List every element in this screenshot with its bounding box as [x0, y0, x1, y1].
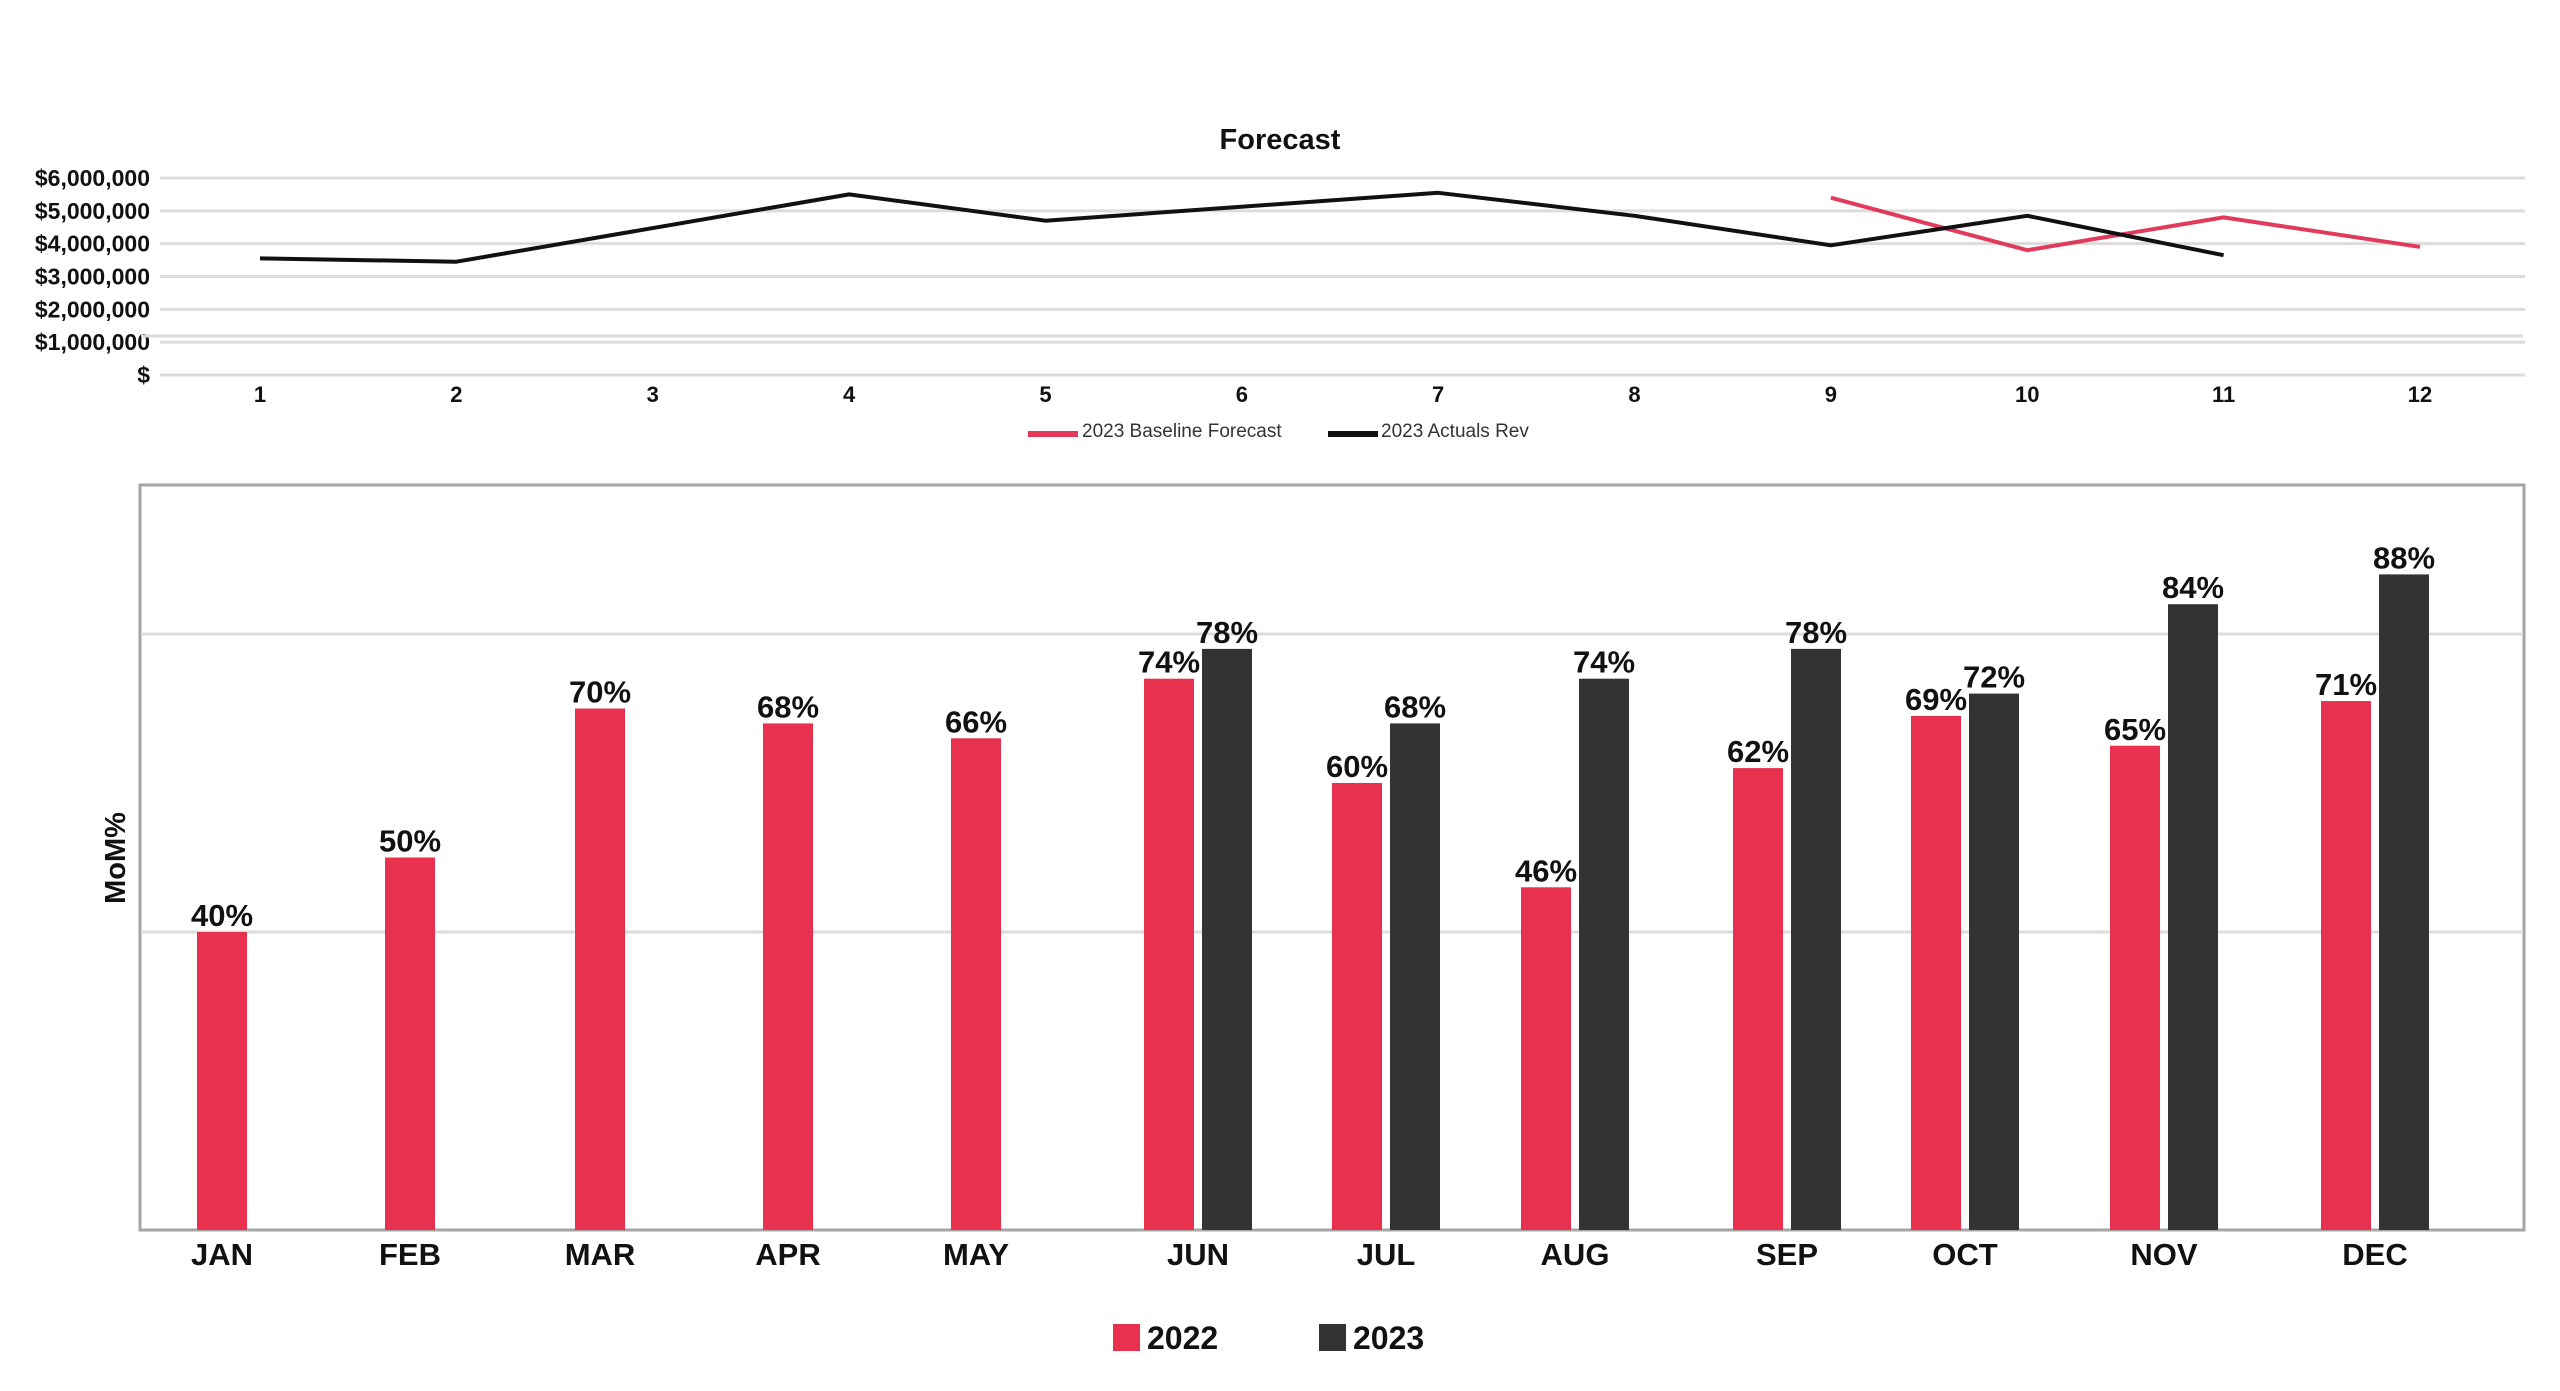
bar-value-label: 74% [1573, 645, 1635, 680]
line-y-axis-ticks: $ $1,000,000 $2,000,000 $3,000,000 $4,000,00… [35, 165, 150, 388]
line-gridlines [160, 176, 2525, 377]
bar-category-label: AUG [1541, 1237, 1610, 1272]
bar-value-label: 50% [379, 824, 441, 859]
bar-2023-jul [1390, 723, 1440, 1230]
line-x-tick-label: 5 [1039, 382, 1051, 407]
line-x-tick-label: 11 [2212, 382, 2235, 407]
forecast-line-chart: Forecast $ $1,000,000 $2,000,000 $3,000,000… [35, 124, 2525, 442]
bar-category-label: APR [755, 1237, 820, 1272]
legend-swatch-actuals [1328, 431, 1378, 437]
bar-value-label: 74% [1138, 645, 1200, 680]
line-x-tick-label: 12 [2408, 382, 2432, 407]
bar-2022-may [951, 738, 1001, 1230]
bar-category-label: JUL [1357, 1237, 1416, 1272]
line-y-tick-label: $5,000,000 [35, 198, 150, 224]
bar-2022-oct [1911, 715, 1961, 1230]
bar-2022-apr [763, 723, 813, 1230]
bar-legend: 2022 2023 [1113, 1320, 1424, 1356]
bar-category-label: JAN [191, 1237, 253, 1272]
line-x-tick-label: 4 [843, 382, 856, 407]
bar-value-label: 65% [2104, 712, 2166, 747]
line-x-tick-label: 2 [450, 382, 462, 407]
line-x-axis-ticks: 1 2 3 4 5 6 7 8 9 10 11 12 [254, 382, 2432, 407]
bar-2023-oct [1969, 693, 2019, 1230]
bar-value-label: 68% [1384, 689, 1446, 724]
bar-category-label: JUN [1167, 1237, 1229, 1272]
bar-value-label: 60% [1326, 749, 1388, 784]
bar-data-labels: 40%50%70% 68% 66%74%78%60%68%46%74%62%78%6… [191, 540, 2435, 933]
bar-2022-sep [1733, 768, 1783, 1230]
bar-2022-jan [197, 932, 247, 1230]
bar-category-labels: JAN FEB MAR APR MAY JUN JUL AUG SEP OCT NOV DEC [191, 1237, 2408, 1272]
bar-category-label: OCT [1932, 1237, 1998, 1272]
line-y-tick-label: $ [137, 362, 150, 388]
bar-value-label: 46% [1515, 853, 1577, 888]
bar-2023-sep [1791, 648, 1841, 1230]
bar-value-label: 62% [1727, 734, 1789, 769]
bar-category-label: NOV [2130, 1237, 2198, 1272]
line-y-tick-label: $1,000,000 [35, 329, 150, 355]
bar-value-label: 78% [1785, 615, 1847, 650]
bar-category-label: MAY [943, 1237, 1009, 1272]
bar-2022-dec [2321, 701, 2371, 1230]
line-x-tick-label: 6 [1236, 382, 1248, 407]
bar-2022-jun [1144, 678, 1194, 1230]
line-x-tick-label: 8 [1628, 382, 1640, 407]
line-y-tick-label: $3,000,000 [35, 264, 150, 290]
series-line-actuals-rev [259, 190, 2224, 264]
bar-y-axis-label: MoM% [100, 812, 132, 904]
bar-2022-feb [385, 857, 435, 1230]
line-y-tick-label: $4,000,000 [35, 231, 150, 257]
line-x-tick-label: 10 [2015, 382, 2039, 407]
legend-swatch-baseline [1028, 431, 1078, 437]
bar-value-label: 40% [191, 898, 253, 933]
bar-value-label: 68% [757, 689, 819, 724]
bar-value-label: 71% [2315, 667, 2377, 702]
bar-2022-jul [1332, 783, 1382, 1230]
line-x-tick-label: 3 [647, 382, 659, 407]
bar-category-label: MAR [565, 1237, 636, 1272]
bar-category-label: SEP [1756, 1237, 1818, 1272]
line-x-tick-label: 9 [1825, 382, 1837, 407]
bar-value-label: 66% [945, 704, 1007, 739]
legend-swatch-2023 [1319, 1324, 1346, 1351]
bar-2022-mar [575, 708, 625, 1230]
legend-swatch-2022 [1113, 1324, 1140, 1351]
legend-label-baseline: 2023 Baseline Forecast [1082, 421, 1282, 442]
line-y-tick-label: $2,000,000 [35, 296, 150, 322]
bar-value-label: 72% [1963, 660, 2025, 695]
line-series-group [259, 190, 2421, 264]
bar-category-label: DEC [2342, 1237, 2407, 1272]
line-y-tick-label: $6,000,000 [35, 165, 150, 191]
bar-2022-aug [1521, 887, 1571, 1230]
bar-series-group [197, 574, 2429, 1230]
bar-2023-aug [1579, 678, 1629, 1230]
line-x-tick-label: 1 [254, 382, 266, 407]
bar-value-label: 70% [569, 675, 631, 710]
legend-label-2022: 2022 [1147, 1320, 1218, 1356]
bar-value-label: 84% [2162, 570, 2224, 605]
bar-2023-nov [2168, 604, 2218, 1230]
bar-2023-jun [1202, 648, 1252, 1230]
mom-bar-chart: 40%50%70% 68% 66%74%78%60%68%46%74%62%78%6… [100, 334, 2526, 1356]
line-x-tick-label: 7 [1432, 382, 1444, 407]
bar-value-label: 78% [1196, 615, 1258, 650]
chart-title: Forecast [1220, 124, 1341, 156]
bar-category-label: FEB [379, 1237, 441, 1272]
bar-value-label: 69% [1905, 682, 1967, 717]
line-legend: 2023 Baseline Forecast 2023 Actuals Rev [1028, 421, 1529, 442]
bar-2023-dec [2379, 574, 2429, 1230]
bar-value-label: 88% [2373, 540, 2435, 575]
legend-label-2023: 2023 [1353, 1320, 1424, 1356]
legend-label-actuals: 2023 Actuals Rev [1381, 421, 1529, 442]
bar-2022-nov [2110, 745, 2160, 1230]
